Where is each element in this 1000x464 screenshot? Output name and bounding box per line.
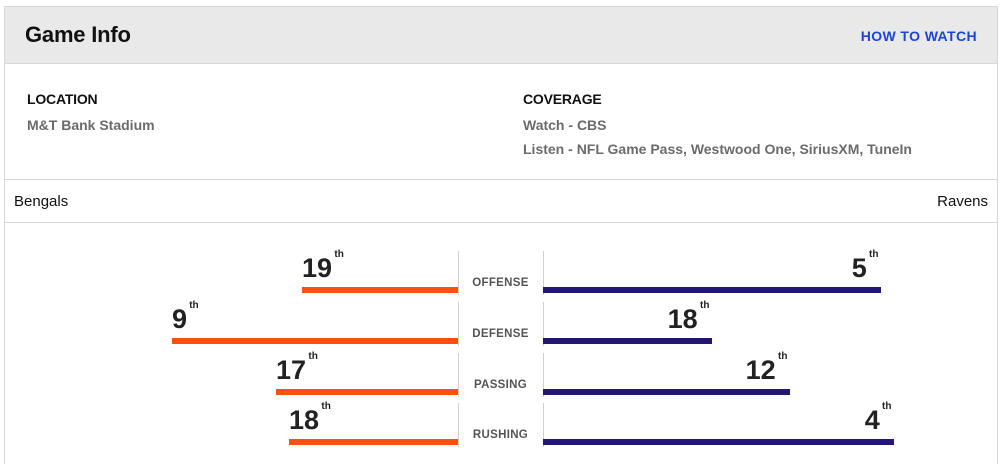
rank-suffix-left-offense: th	[334, 249, 343, 260]
coverage-listen: Listen - NFL Game Pass, Westwood One, Si…	[523, 137, 912, 161]
listen-separator: -	[568, 141, 577, 157]
rank-left-passing: 17	[276, 355, 306, 385]
rank-right-defense: 18	[668, 304, 698, 334]
coverage-watch: Watch - CBS	[523, 113, 912, 137]
game-info-title: Game Info	[25, 22, 131, 47]
rank-suffix-right-rushing: th	[882, 401, 891, 412]
watch-value: CBS	[576, 117, 607, 133]
rank-suffix-left-passing: th	[308, 351, 317, 362]
location-label: LOCATION	[27, 91, 98, 107]
bar-left-passing	[276, 389, 458, 395]
listen-label: Listen	[523, 141, 565, 157]
bar-right-passing	[543, 389, 790, 395]
how-to-watch-link[interactable]: HOW TO WATCH	[860, 28, 977, 44]
watch-separator: -	[568, 117, 577, 133]
rank-suffix-right-offense: th	[869, 249, 878, 260]
category-label-defense: DEFENSE	[472, 328, 528, 340]
bar-left-rushing	[289, 439, 458, 445]
rank-left-defense: 9	[172, 304, 187, 334]
rank-left-offense: 19	[302, 253, 332, 283]
game-info-card: Game Info HOW TO WATCH LOCATION M&T Bank…	[4, 6, 998, 464]
rank-right-offense: 5	[852, 253, 867, 283]
team-left-name: Bengals	[14, 193, 69, 210]
category-label-offense: OFFENSE	[472, 277, 528, 289]
rank-left-rushing: 18	[289, 405, 319, 435]
rank-suffix-left-defense: th	[189, 300, 198, 311]
location-section: LOCATION M&T Bank Stadium	[27, 91, 155, 137]
rank-suffix-left-rushing: th	[321, 401, 330, 412]
team-right-name: Ravens	[937, 193, 988, 210]
bar-right-defense	[543, 338, 712, 344]
bar-left-offense	[302, 287, 458, 293]
rank-suffix-right-defense: th	[700, 300, 709, 311]
bar-left-defense	[172, 338, 458, 344]
listen-value: NFL Game Pass, Westwood One, SiriusXM, T…	[576, 141, 912, 157]
category-label-passing: PASSING	[474, 379, 527, 391]
bar-right-rushing	[543, 439, 894, 445]
rank-right-passing: 12	[746, 355, 776, 385]
category-label-rushing: RUSHING	[473, 429, 528, 441]
rank-right-rushing: 4	[865, 405, 880, 435]
watch-label: Watch	[523, 117, 565, 133]
coverage-label: COVERAGE	[523, 91, 602, 107]
bar-right-offense	[543, 287, 881, 293]
coverage-section: COVERAGE Watch - CBS Listen - NFL Game P…	[523, 91, 912, 161]
game-info-header: Game Info HOW TO WATCH	[5, 7, 997, 64]
location-value: M&T Bank Stadium	[27, 117, 155, 133]
team-names-row: Bengals Ravens	[5, 180, 997, 223]
game-details: LOCATION M&T Bank Stadium COVERAGE Watch…	[5, 64, 997, 180]
rank-suffix-right-passing: th	[778, 351, 787, 362]
